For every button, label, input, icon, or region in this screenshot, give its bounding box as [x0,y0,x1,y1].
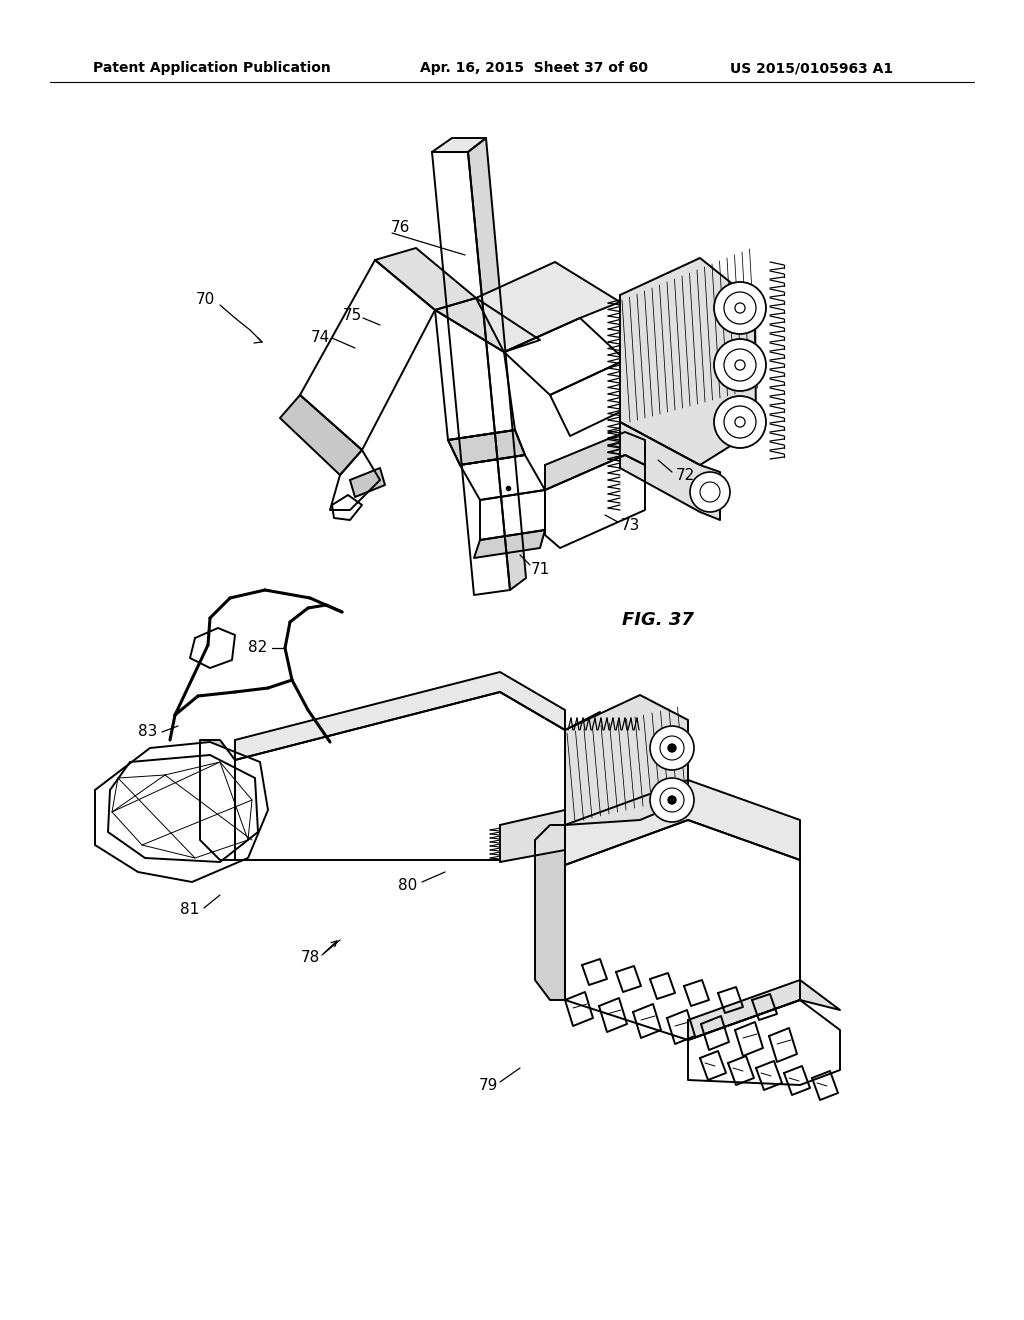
Polygon shape [633,1005,662,1038]
Text: 79: 79 [478,1077,498,1093]
Polygon shape [330,450,380,510]
Polygon shape [735,1022,763,1056]
Text: 70: 70 [196,293,215,308]
Text: 76: 76 [390,220,410,235]
Polygon shape [728,1056,754,1085]
Polygon shape [280,395,362,475]
Text: 71: 71 [530,562,550,578]
Text: 83: 83 [138,725,158,739]
Polygon shape [234,672,565,760]
Polygon shape [468,139,526,590]
Polygon shape [190,628,234,668]
Polygon shape [582,960,607,985]
Text: 80: 80 [398,878,418,892]
Polygon shape [200,741,234,861]
Text: 78: 78 [300,950,319,965]
Polygon shape [700,1051,726,1080]
Polygon shape [756,1061,782,1090]
Polygon shape [667,1010,695,1044]
Polygon shape [300,260,435,450]
Polygon shape [550,360,645,436]
Circle shape [735,417,745,426]
Polygon shape [565,820,800,1040]
Polygon shape [545,432,645,490]
Circle shape [650,726,694,770]
Polygon shape [620,422,720,520]
Text: FIG. 37: FIG. 37 [622,611,694,630]
Polygon shape [435,310,515,440]
Polygon shape [718,987,743,1012]
Polygon shape [375,248,476,310]
Text: US 2015/0105963 A1: US 2015/0105963 A1 [730,61,893,75]
Circle shape [650,777,694,822]
Polygon shape [812,1071,838,1100]
Polygon shape [476,261,620,352]
Circle shape [668,744,676,752]
Polygon shape [535,825,565,1001]
Circle shape [735,360,745,370]
Text: 74: 74 [310,330,330,346]
Polygon shape [752,994,777,1020]
Text: Apr. 16, 2015  Sheet 37 of 60: Apr. 16, 2015 Sheet 37 of 60 [420,61,648,75]
Polygon shape [234,692,565,861]
Polygon shape [432,139,486,152]
Polygon shape [460,455,545,500]
Polygon shape [565,696,688,825]
Text: 81: 81 [180,903,200,917]
Polygon shape [432,152,510,595]
Circle shape [735,417,745,426]
Polygon shape [545,455,645,548]
Circle shape [735,304,745,313]
Polygon shape [480,490,545,540]
Polygon shape [784,1067,810,1096]
Polygon shape [620,257,756,465]
Polygon shape [684,979,709,1006]
Polygon shape [108,755,258,862]
Polygon shape [504,318,625,395]
Polygon shape [449,430,525,465]
Polygon shape [435,298,540,352]
Polygon shape [688,1001,840,1085]
Circle shape [714,396,766,447]
Polygon shape [701,1016,729,1049]
Text: Patent Application Publication: Patent Application Publication [93,61,331,75]
Circle shape [714,282,766,334]
Polygon shape [688,979,840,1040]
Polygon shape [332,495,362,520]
Circle shape [735,360,745,370]
Polygon shape [650,973,675,999]
Polygon shape [769,1028,797,1063]
Polygon shape [565,711,600,825]
Circle shape [690,473,730,512]
Polygon shape [474,531,545,558]
Text: 73: 73 [621,517,640,532]
Circle shape [668,796,676,804]
Polygon shape [95,742,268,882]
Polygon shape [565,993,593,1026]
Polygon shape [565,780,800,865]
Polygon shape [599,998,627,1032]
Text: 75: 75 [342,308,361,322]
Polygon shape [616,966,641,993]
Text: 82: 82 [249,640,267,656]
Text: 72: 72 [676,467,694,483]
Circle shape [735,304,745,313]
Polygon shape [449,430,525,465]
Polygon shape [500,810,565,862]
Circle shape [714,339,766,391]
Polygon shape [350,469,385,498]
